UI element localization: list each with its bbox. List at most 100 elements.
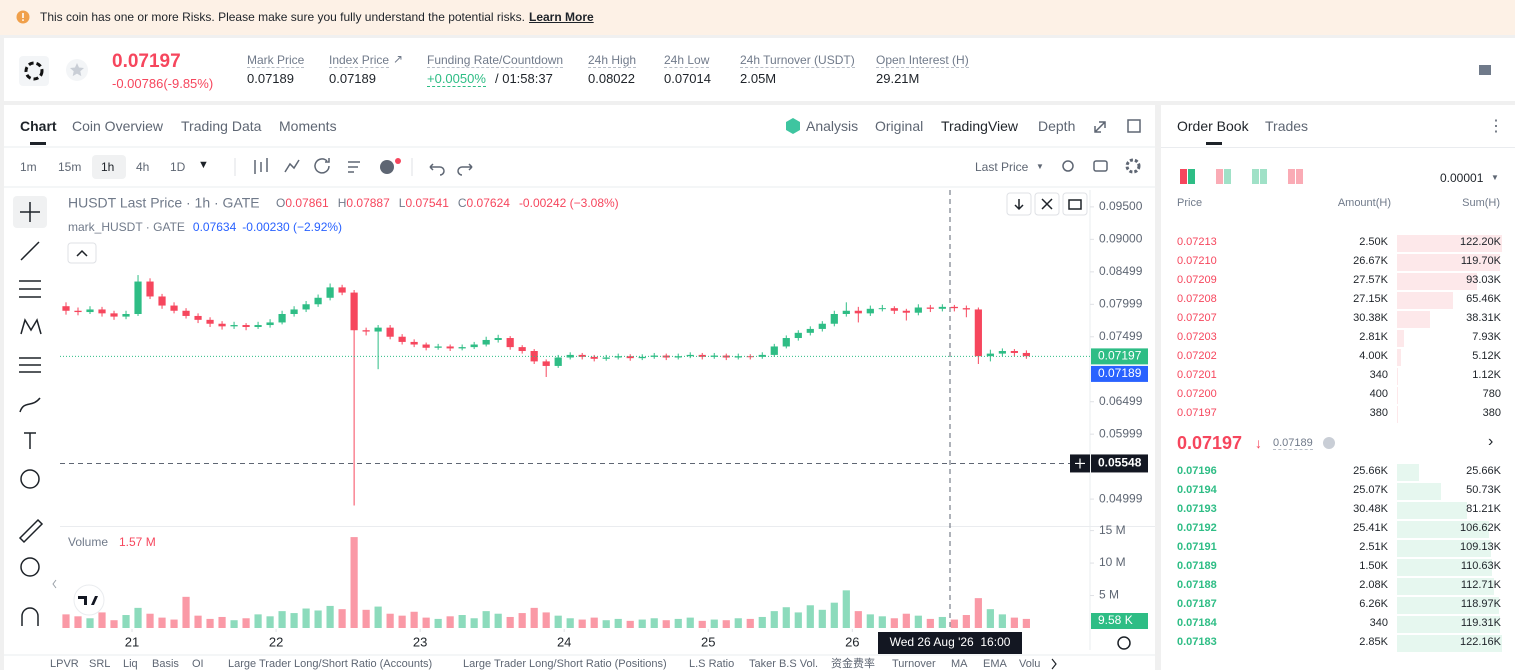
ob-expand[interactable]: › [1488, 433, 1494, 450]
ob-menu[interactable]: ⋮ [1488, 118, 1504, 135]
depth-bar [1397, 311, 1430, 328]
drawing-tool[interactable] [20, 202, 40, 222]
interval-button[interactable]: 4h [136, 160, 150, 174]
toolbar-icon[interactable] [254, 158, 268, 174]
candle-body [86, 309, 94, 313]
indicator-tab[interactable]: MA [951, 658, 968, 670]
volume-bar [962, 615, 970, 628]
view-tab[interactable]: Original [875, 118, 924, 134]
ob-amount: 25.07K [1353, 484, 1388, 496]
ob-view-toggle[interactable] [1180, 169, 1195, 184]
volume-bar [650, 618, 658, 628]
indicator-tab[interactable]: Volu [1019, 658, 1040, 670]
volume-bar [278, 611, 286, 628]
indicator-tab[interactable]: SRL [89, 658, 110, 670]
volume-bar [806, 605, 814, 628]
chart-tab[interactable]: Moments [279, 118, 337, 134]
indicator-tab[interactable]: Taker B.S Vol. [749, 658, 818, 670]
settings-button[interactable] [1117, 636, 1131, 650]
learn-more-link[interactable]: Learn More [529, 10, 594, 24]
drawing-tool[interactable] [21, 607, 39, 626]
y-tick-label: 0.06499 [1099, 394, 1143, 408]
toggle-part [1288, 169, 1295, 184]
settings-icon[interactable] [1125, 158, 1141, 174]
ob-precision[interactable]: 0.00001 [1440, 171, 1484, 185]
volume-bar [62, 614, 70, 628]
drawing-tool[interactable] [20, 469, 40, 489]
candle-body [698, 354, 706, 357]
search-icon[interactable] [1062, 160, 1074, 172]
indicator-tab[interactable]: 资金费率 [831, 656, 875, 670]
camera-icon[interactable] [1093, 160, 1108, 172]
collapse-legend-button[interactable] [67, 242, 97, 264]
drawing-tool[interactable] [20, 318, 42, 335]
volume-bar [254, 614, 262, 628]
ob-view-toggle[interactable] [1216, 169, 1231, 184]
price-source-select[interactable]: Last Price [975, 160, 1029, 174]
chart-tab[interactable]: Coin Overview [72, 118, 164, 134]
ob-sum: 109.13K [1460, 541, 1501, 553]
volume-bar [86, 618, 94, 628]
indicator-add-icon[interactable] [380, 160, 394, 174]
indicator-tab[interactable]: LPVR [50, 658, 79, 670]
toolbar-icon[interactable] [314, 158, 330, 174]
interval-button[interactable]: 1m [20, 160, 37, 174]
indicator-tab[interactable]: EMA [983, 658, 1008, 670]
ob-price: 0.07184 [1177, 617, 1217, 629]
stat-label: 24h Turnover (USDT) [740, 53, 855, 68]
crosshair-price-label: 0.05548 [1098, 456, 1142, 470]
drawing-tool[interactable] [20, 557, 40, 577]
depth-bar [1397, 483, 1441, 500]
coin-logo [19, 56, 49, 86]
ob-tab[interactable]: Order Book [1177, 118, 1249, 134]
panel-icon[interactable] [1478, 63, 1492, 77]
drawing-tool[interactable] [18, 518, 44, 544]
stat-value: 0.07014 [664, 71, 711, 86]
ob-last-price: 0.07197 [1177, 433, 1243, 453]
ob-view-toggle[interactable] [1288, 169, 1303, 184]
ob-view-toggle[interactable] [1252, 169, 1267, 184]
toolbar-icon[interactable] [429, 163, 445, 176]
ob-amount: 25.66K [1353, 465, 1388, 477]
drawing-tool[interactable] [19, 280, 41, 298]
view-tab[interactable]: Analysis [806, 118, 859, 134]
favorite-star[interactable] [65, 58, 89, 82]
volume-bar [434, 618, 442, 628]
indicator-tab[interactable]: Liq [123, 658, 138, 670]
chart: 0.09500 0.09000 0.08499 0.07999 0.07499 0.064… [4, 118, 1155, 670]
indicator-tab[interactable]: Turnover [892, 658, 936, 670]
drawing-tool[interactable] [19, 397, 41, 413]
chart-control-button[interactable] [1062, 192, 1088, 216]
indicator-tab[interactable]: Large Trader Long/Short Ratio (Accounts) [228, 658, 432, 670]
indicator-tab[interactable]: Large Trader Long/Short Ratio (Positions… [463, 658, 667, 670]
ob-tab[interactable]: Trades [1265, 118, 1309, 134]
toggle-part [1224, 169, 1231, 184]
candle-body [950, 306, 958, 309]
volume-bar [770, 611, 778, 628]
active-tab-underline [30, 142, 46, 145]
indicator-tab[interactable]: OI [192, 658, 204, 670]
toolbar-icon[interactable] [348, 161, 360, 173]
view-tab[interactable]: TradingView [941, 118, 1019, 134]
candle-body [314, 297, 322, 305]
toolbar-icon[interactable] [284, 159, 300, 173]
drawing-tool[interactable] [24, 432, 36, 449]
volume-bar [842, 590, 850, 628]
ob-price: 0.07188 [1177, 579, 1217, 591]
candle-body [242, 325, 250, 327]
interval-button[interactable]: 1D [170, 160, 186, 174]
view-tab[interactable]: Depth [1038, 118, 1076, 134]
indicator-tab[interactable]: L.S Ratio [689, 658, 734, 670]
candle-body [986, 353, 994, 357]
indicator-tab[interactable]: Basis [152, 658, 179, 670]
ob-price: 0.07196 [1177, 465, 1217, 477]
drawing-tool[interactable] [20, 241, 40, 261]
ob-sum: 93.03K [1466, 274, 1501, 286]
interval-button[interactable]: 1h [101, 160, 115, 174]
interval-button[interactable]: 15m [58, 160, 82, 174]
chart-tab[interactable]: Trading Data [181, 118, 262, 134]
drawing-tool[interactable] [19, 357, 41, 373]
chart-tab[interactable]: Chart [20, 118, 57, 134]
y-tick-label: 0.05999 [1099, 426, 1143, 440]
toolbar-icon[interactable] [457, 163, 473, 176]
